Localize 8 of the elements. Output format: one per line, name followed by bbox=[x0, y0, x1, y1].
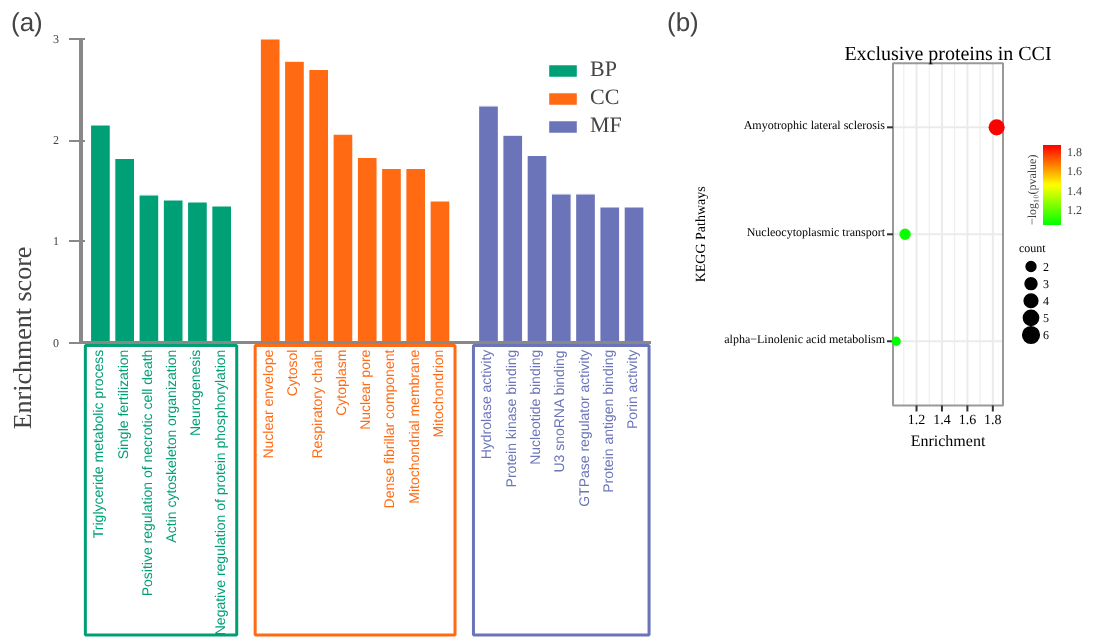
legend-label: CC bbox=[590, 86, 622, 110]
chart-title: Exclusive proteins in CCI bbox=[844, 44, 1052, 67]
text: (a) bbox=[11, 7, 43, 37]
legend-label: BP bbox=[590, 58, 619, 82]
x-axis-title: Enrichment bbox=[910, 431, 987, 450]
legend-label: MF bbox=[590, 114, 624, 138]
text: (b) bbox=[667, 7, 699, 37]
y-axis-title: Enrichment score bbox=[7, 246, 37, 430]
